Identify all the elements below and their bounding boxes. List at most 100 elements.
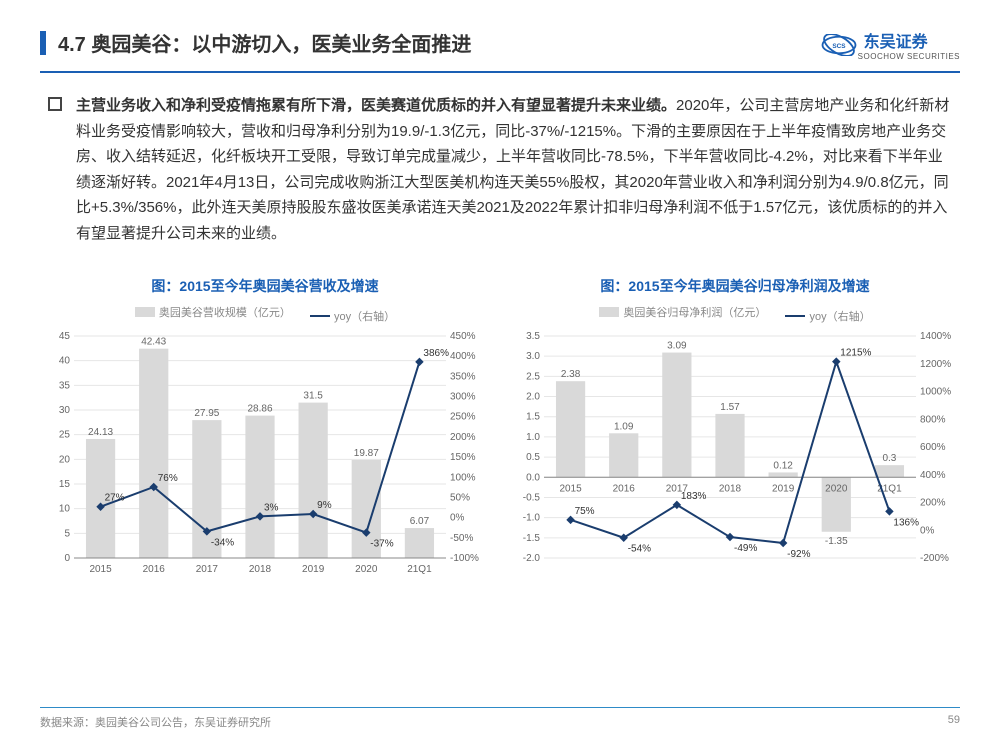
legend-line-icon (310, 315, 330, 317)
legend-line-icon (785, 315, 805, 317)
company-logo: SCS 东吴证券 SOOCHOW SECURITIES (820, 28, 960, 61)
svg-text:0: 0 (64, 553, 70, 564)
body-rest: 2020年，公司主营房地产业务和化纤新材料业务受疫情影响较大，营收和归母净利分别… (76, 97, 949, 242)
svg-text:-37%: -37% (370, 539, 393, 550)
footer: 数据来源：奥园美谷公司公告，东吴证券研究所 59 (40, 707, 960, 730)
slide-header: 4.7 奥园美谷：以中游切入，医美业务全面推进 SCS 东吴证券 SOOCHOW… (0, 0, 1000, 67)
svg-text:50%: 50% (450, 492, 470, 503)
svg-text:15: 15 (59, 479, 71, 490)
svg-text:-1.0: -1.0 (523, 513, 541, 524)
svg-text:100%: 100% (450, 472, 476, 483)
svg-text:40: 40 (59, 356, 71, 367)
bullet-icon (48, 97, 62, 111)
svg-text:0.12: 0.12 (773, 460, 793, 471)
svg-text:350%: 350% (450, 371, 476, 382)
svg-text:19.87: 19.87 (354, 448, 379, 459)
svg-text:800%: 800% (920, 414, 946, 425)
svg-text:2018: 2018 (249, 564, 272, 575)
bold-lead: 主营业务收入和净利受疫情拖累有所下滑，医美赛道优质标的并入有望显著提升未来业绩。 (76, 97, 676, 114)
svg-text:3.09: 3.09 (667, 341, 687, 352)
logo-subtext: SOOCHOW SECURITIES (858, 52, 960, 61)
svg-text:2.0: 2.0 (526, 392, 540, 403)
svg-text:150%: 150% (450, 452, 476, 463)
logo-icon: SCS (820, 34, 858, 56)
svg-text:2015: 2015 (559, 483, 582, 494)
chart-right: 图：2015至今年奥园美谷归母净利润及增速 奥园美谷归母净利润（亿元） yoy（… (510, 276, 960, 580)
page-title: 4.7 奥园美谷：以中游切入，医美业务全面推进 (58, 28, 471, 57)
chart2-plot: -2.0 -1.5 -1.0 -0.5 0.0 0.5 1.0 1.5 2.0 2.5 3.0 3.5… (510, 330, 960, 580)
header-accent-bar (40, 31, 46, 55)
svg-text:386%: 386% (423, 348, 449, 359)
svg-text:2015: 2015 (89, 564, 112, 575)
paragraph: 主营业务收入和净利受疫情拖累有所下滑，医美赛道优质标的并入有望显著提升未来业绩。… (76, 93, 952, 246)
svg-text:-92%: -92% (787, 549, 810, 560)
svg-text:183%: 183% (681, 491, 707, 502)
legend-bar-icon (135, 307, 155, 317)
svg-text:76%: 76% (158, 473, 178, 484)
svg-text:1.57: 1.57 (720, 402, 740, 413)
svg-text:3.5: 3.5 (526, 331, 540, 342)
svg-text:5: 5 (64, 528, 70, 539)
svg-text:2019: 2019 (302, 564, 325, 575)
logo-text: 东吴证券 (864, 34, 928, 51)
data-source: 数据来源：奥园美谷公司公告，东吴证券研究所 (40, 714, 271, 730)
svg-text:28.86: 28.86 (247, 404, 272, 415)
svg-text:2017: 2017 (196, 564, 219, 575)
svg-text:600%: 600% (920, 442, 946, 453)
svg-text:25: 25 (59, 430, 71, 441)
page-number: 59 (948, 714, 960, 730)
svg-text:2.5: 2.5 (526, 371, 540, 382)
charts-row: 图：2015至今年奥园美谷营收及增速 奥园美谷营收规模（亿元） yoy（右轴） … (0, 276, 1000, 580)
svg-text:6.07: 6.07 (410, 516, 430, 527)
svg-text:SCS: SCS (832, 42, 846, 49)
svg-text:24.13: 24.13 (88, 427, 113, 438)
svg-text:2.38: 2.38 (561, 369, 581, 380)
svg-text:3.0: 3.0 (526, 351, 540, 362)
svg-text:0.3: 0.3 (882, 453, 896, 464)
svg-text:-200%: -200% (920, 553, 949, 564)
svg-text:30: 30 (59, 405, 71, 416)
svg-text:27.95: 27.95 (194, 408, 219, 419)
svg-text:1.0: 1.0 (526, 432, 540, 443)
svg-text:400%: 400% (920, 470, 946, 481)
svg-text:2016: 2016 (613, 483, 636, 494)
svg-text:-34%: -34% (211, 537, 234, 548)
svg-text:9%: 9% (317, 500, 332, 511)
svg-text:2018: 2018 (719, 483, 742, 494)
svg-text:10: 10 (59, 504, 71, 515)
svg-text:45: 45 (59, 331, 71, 342)
svg-text:42.43: 42.43 (141, 337, 166, 348)
svg-text:-54%: -54% (628, 544, 651, 555)
svg-text:1200%: 1200% (920, 359, 951, 370)
svg-text:2016: 2016 (143, 564, 166, 575)
svg-text:200%: 200% (920, 498, 946, 509)
svg-text:200%: 200% (450, 432, 476, 443)
svg-text:2020: 2020 (355, 564, 378, 575)
svg-text:-50%: -50% (450, 533, 473, 544)
svg-text:-0.5: -0.5 (523, 492, 541, 503)
svg-text:27%: 27% (105, 493, 125, 504)
svg-text:-1.5: -1.5 (523, 533, 541, 544)
svg-text:20: 20 (59, 454, 71, 465)
svg-text:31.5: 31.5 (303, 391, 323, 402)
svg-text:-100%: -100% (450, 553, 479, 564)
body-content: 主营业务收入和净利受疫情拖累有所下滑，医美赛道优质标的并入有望显著提升未来业绩。… (0, 73, 1000, 246)
chart-left: 图：2015至今年奥园美谷营收及增速 奥园美谷营收规模（亿元） yoy（右轴） … (40, 276, 490, 580)
svg-text:-1.35: -1.35 (825, 536, 848, 547)
chart1-legend: 奥园美谷营收规模（亿元） yoy（右轴） (40, 304, 490, 324)
svg-text:0.0: 0.0 (526, 472, 540, 483)
svg-text:1.09: 1.09 (614, 421, 634, 432)
svg-text:1000%: 1000% (920, 387, 951, 398)
chart1-plot: 051015202530354045-100%-50%0%50%100%150%… (40, 330, 490, 580)
svg-text:1400%: 1400% (920, 331, 951, 342)
svg-text:21Q1: 21Q1 (407, 564, 432, 575)
svg-text:0.5: 0.5 (526, 452, 540, 463)
svg-text:450%: 450% (450, 331, 476, 342)
legend-bar-icon (599, 307, 619, 317)
svg-text:-2.0: -2.0 (523, 553, 541, 564)
svg-text:3%: 3% (264, 502, 279, 513)
svg-text:1.5: 1.5 (526, 412, 540, 423)
chart1-title: 图：2015至今年奥园美谷营收及增速 (40, 276, 490, 296)
svg-text:35: 35 (59, 380, 71, 391)
svg-text:-49%: -49% (734, 543, 757, 554)
